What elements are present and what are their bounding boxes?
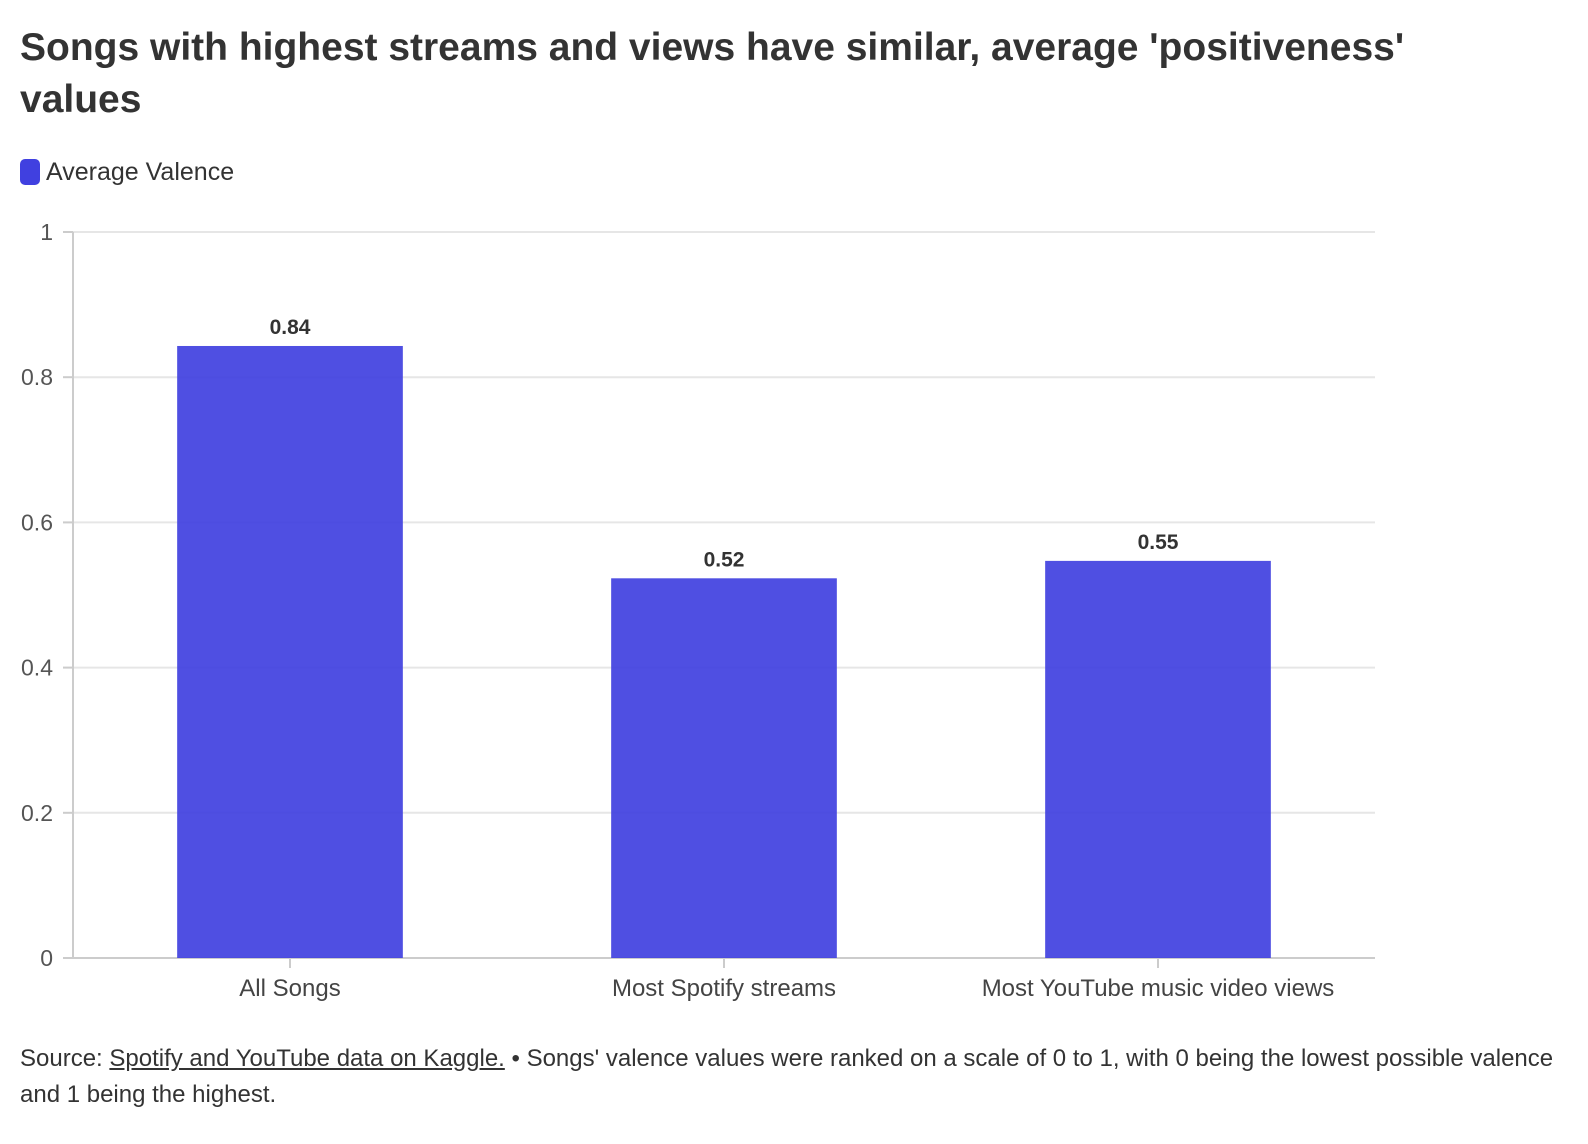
bar — [1045, 560, 1271, 958]
data-label: 0.55 — [1138, 531, 1179, 554]
y-tick-label: 0.2 — [21, 800, 53, 826]
y-tick-label: 0.6 — [21, 509, 53, 535]
x-tick-label: All Songs — [239, 975, 340, 1002]
y-tick-label: 0.4 — [21, 655, 53, 681]
chart-title: Songs with highest streams and views hav… — [20, 26, 1405, 121]
x-tick-label: Most YouTube music video views — [982, 975, 1335, 1002]
data-label: 0.84 — [270, 316, 311, 339]
chart-legend: Average Valence — [20, 156, 234, 188]
data-label: 0.52 — [704, 548, 745, 571]
source-prefix: Source: — [20, 1045, 110, 1072]
bar-chart: 0 0.2 0.4 0.6 0.8 1 0.84 All Songs 0.52 Most Spot… — [21, 219, 1375, 1002]
y-tick-label: 0 — [40, 945, 53, 971]
bar — [611, 578, 837, 958]
chart-footer: Source: Spotify and YouTube data on Kagg… — [20, 1041, 1565, 1113]
bar — [177, 345, 403, 958]
footer-note: • Songs' valence values were ranked on a… — [20, 1045, 1554, 1108]
x-tick-label: Most Spotify streams — [612, 975, 836, 1002]
source-link[interactable]: Spotify and YouTube data on Kaggle. — [109, 1045, 505, 1072]
y-tick-label: 0.8 — [21, 364, 53, 390]
legend-label: Average Valence — [46, 157, 235, 186]
legend-swatch — [20, 159, 40, 185]
y-tick-label: 1 — [40, 219, 53, 245]
